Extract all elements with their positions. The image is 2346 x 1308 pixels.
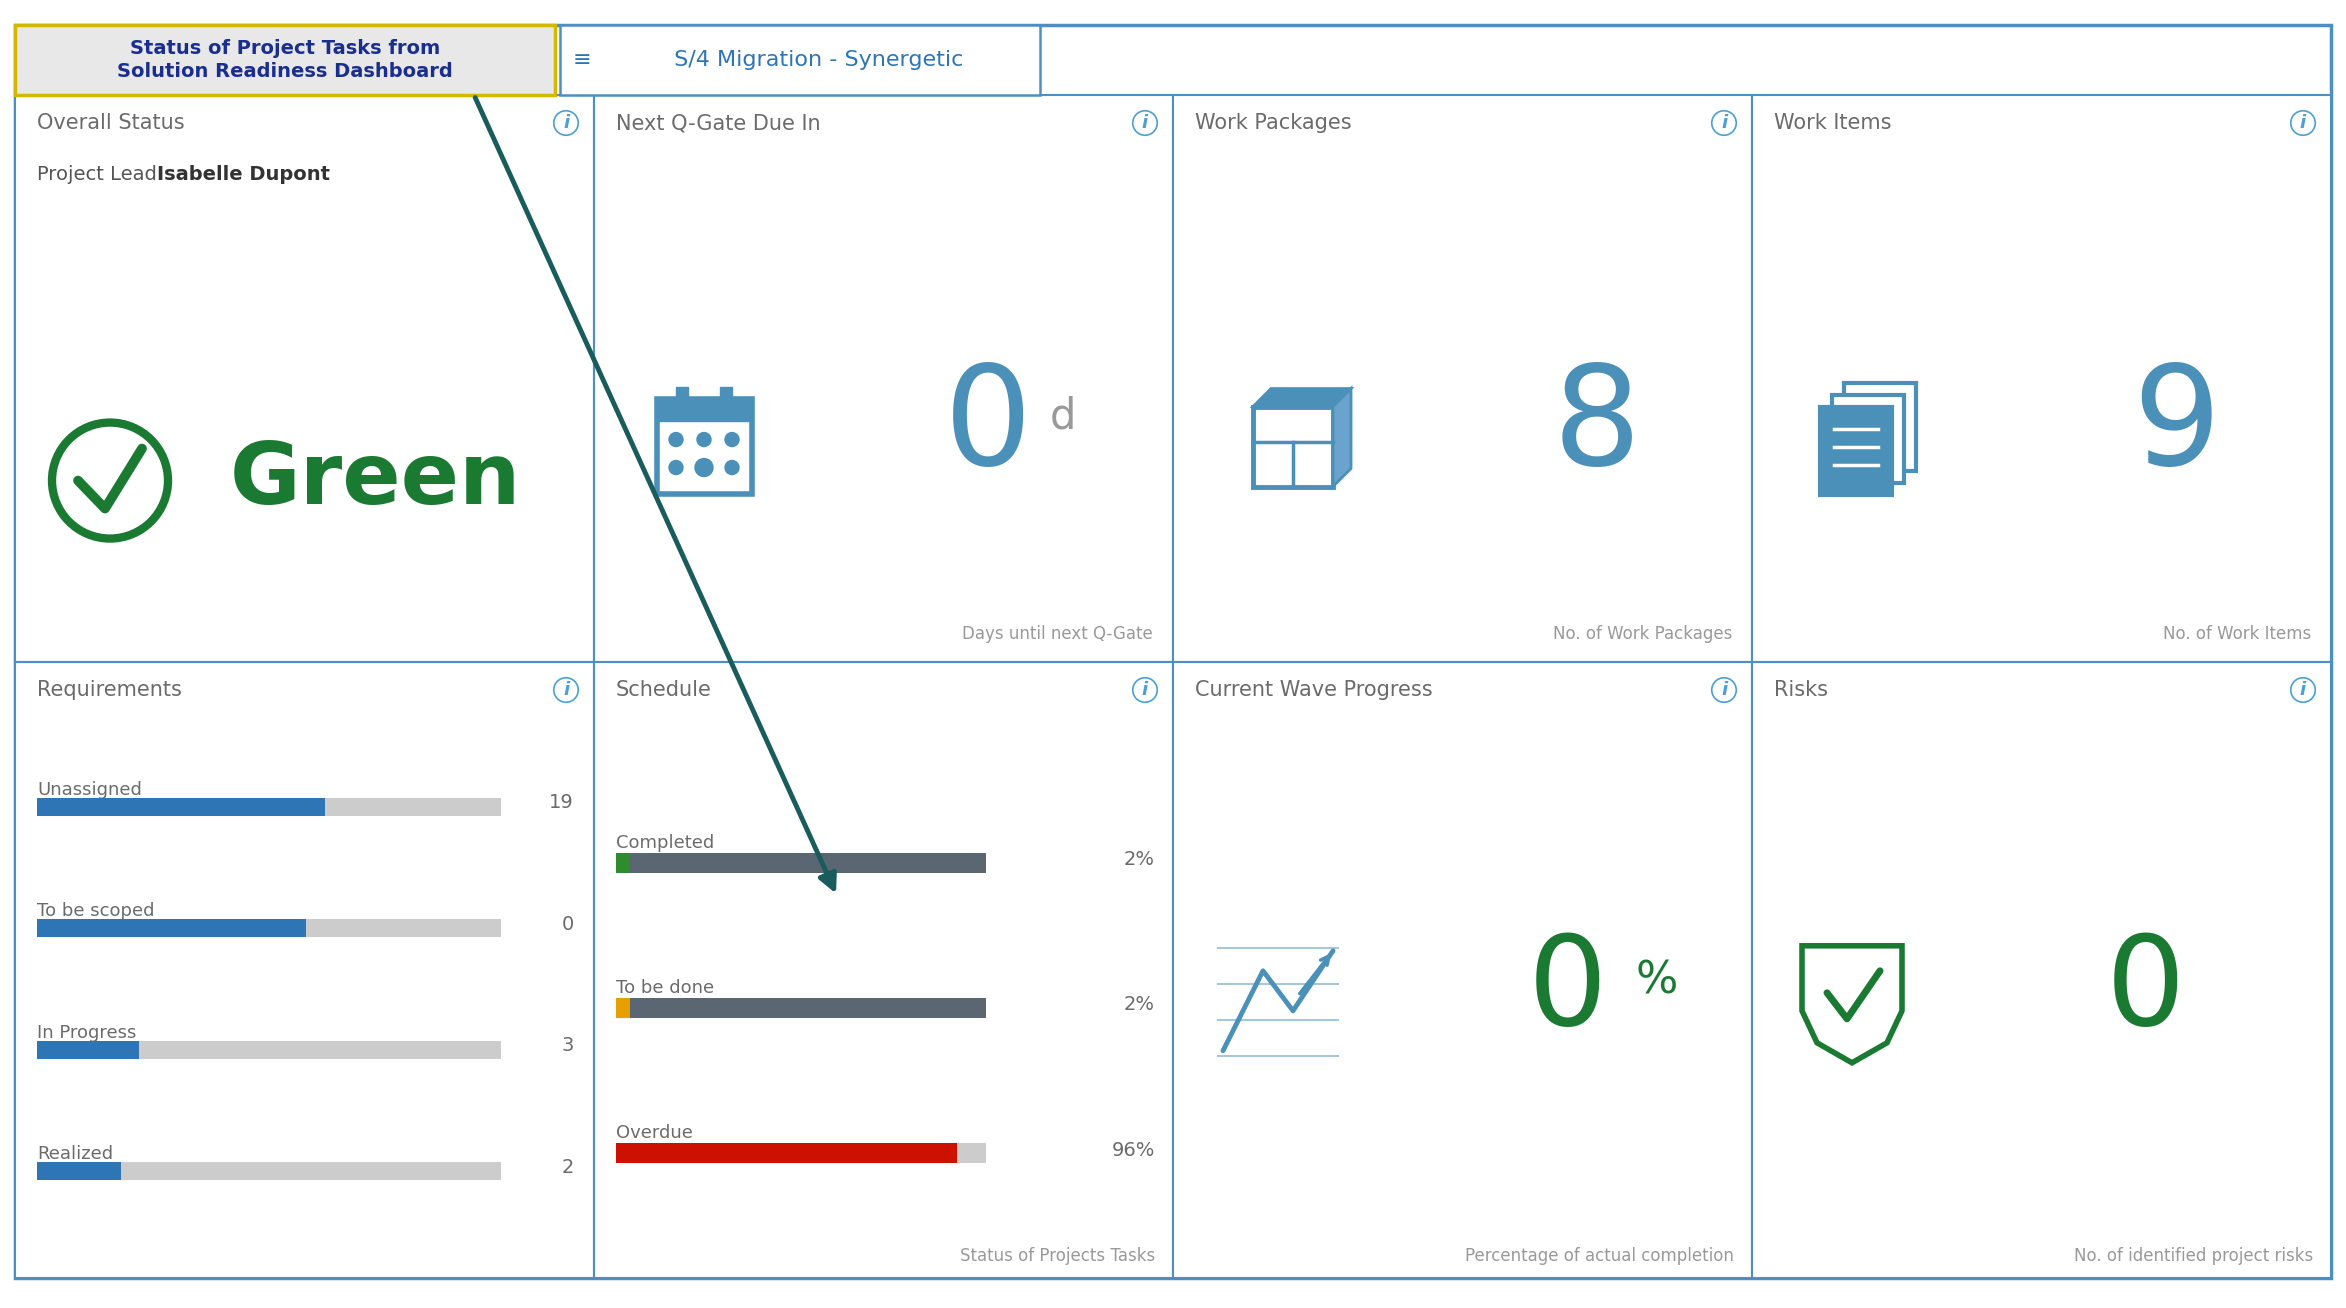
Text: No. of identified project risks: No. of identified project risks [2074,1247,2313,1265]
Bar [657,399,753,421]
Text: 0: 0 [943,358,1032,494]
Bar [594,95,1173,662]
Text: 2%: 2% [1124,850,1154,870]
Bar [38,1163,502,1180]
Text: 0: 0 [561,914,575,934]
Bar [1173,662,1752,1278]
Text: i: i [2299,681,2306,698]
Text: Project Lead:: Project Lead: [38,166,169,184]
Bar [617,998,631,1018]
Text: Green: Green [230,439,521,522]
Text: 96%: 96% [1112,1141,1154,1160]
Text: No. of Work Items: No. of Work Items [2163,625,2311,644]
Text: Current Wave Progress: Current Wave Progress [1194,680,1433,700]
Text: i: i [1722,114,1727,132]
Text: Overdue: Overdue [617,1125,692,1142]
Text: d: d [1049,395,1077,438]
Text: Schedule: Schedule [617,680,711,700]
Circle shape [694,459,713,476]
Bar [38,920,502,938]
Text: To be done: To be done [617,978,713,997]
Bar [617,853,985,872]
Text: Status of Project Tasks from
Solution Readiness Dashboard: Status of Project Tasks from Solution Re… [117,39,453,81]
Text: S/4 Migration - Synergetic: S/4 Migration - Synergetic [666,50,964,71]
Bar [657,399,753,493]
Circle shape [697,433,711,446]
Text: i: i [2299,114,2306,132]
Text: Work Items: Work Items [1774,112,1891,133]
Text: 19: 19 [549,793,575,812]
Text: 8: 8 [1553,358,1642,494]
Circle shape [669,460,683,475]
Polygon shape [1253,388,1351,407]
Text: To be scoped: To be scoped [38,903,155,921]
Bar [617,1143,957,1163]
Text: %: % [1635,959,1677,1002]
FancyBboxPatch shape [1832,395,1905,483]
Text: 9: 9 [2133,358,2219,494]
Bar [38,1041,502,1058]
Bar [617,1143,985,1163]
Text: Unassigned: Unassigned [38,781,141,799]
Bar [1752,662,2332,1278]
Polygon shape [1333,388,1351,487]
Bar [1752,95,2332,662]
FancyBboxPatch shape [1844,382,1917,471]
Bar [38,1163,120,1180]
Circle shape [725,433,739,446]
Text: Requirements: Requirements [38,680,183,700]
Bar [720,387,732,404]
Circle shape [725,460,739,475]
Polygon shape [1802,946,1903,1063]
Text: Next Q-Gate Due In: Next Q-Gate Due In [617,112,821,133]
FancyBboxPatch shape [1820,407,1891,494]
Text: 2%: 2% [1124,995,1154,1015]
Text: Overall Status: Overall Status [38,112,185,133]
Text: 0: 0 [1527,930,1607,1052]
Text: i: i [1143,681,1147,698]
Bar [617,998,985,1018]
Text: Work Packages: Work Packages [1194,112,1351,133]
Bar [631,853,985,872]
Bar [631,998,985,1018]
Polygon shape [1253,407,1333,487]
Text: Realized: Realized [38,1146,113,1163]
Text: i: i [563,114,570,132]
Text: 2: 2 [561,1158,575,1177]
Text: Isabelle Dupont: Isabelle Dupont [157,166,331,184]
Bar [617,853,631,872]
Text: Status of Projects Tasks: Status of Projects Tasks [960,1247,1154,1265]
Bar [38,920,305,938]
Text: Days until next Q-Gate: Days until next Q-Gate [962,625,1152,644]
Bar [14,25,556,95]
Text: i: i [1722,681,1727,698]
Text: Risks: Risks [1774,680,1828,700]
Bar [14,95,594,662]
Circle shape [669,433,683,446]
Text: Completed: Completed [617,833,713,852]
Text: 3: 3 [561,1036,575,1056]
Text: 0: 0 [2107,930,2186,1052]
Bar [14,662,594,1278]
Text: ≡: ≡ [572,50,591,71]
Bar [676,387,687,404]
Bar [38,798,324,816]
Text: No. of Work Packages: No. of Work Packages [1553,625,1731,644]
Text: i: i [1143,114,1147,132]
Bar [38,1041,138,1058]
Text: In Progress: In Progress [38,1024,136,1041]
Text: Percentage of actual completion: Percentage of actual completion [1466,1247,1734,1265]
Bar [38,798,502,816]
Text: i: i [563,681,570,698]
Bar [1173,95,1752,662]
Bar [594,662,1173,1278]
Bar [561,25,1039,95]
